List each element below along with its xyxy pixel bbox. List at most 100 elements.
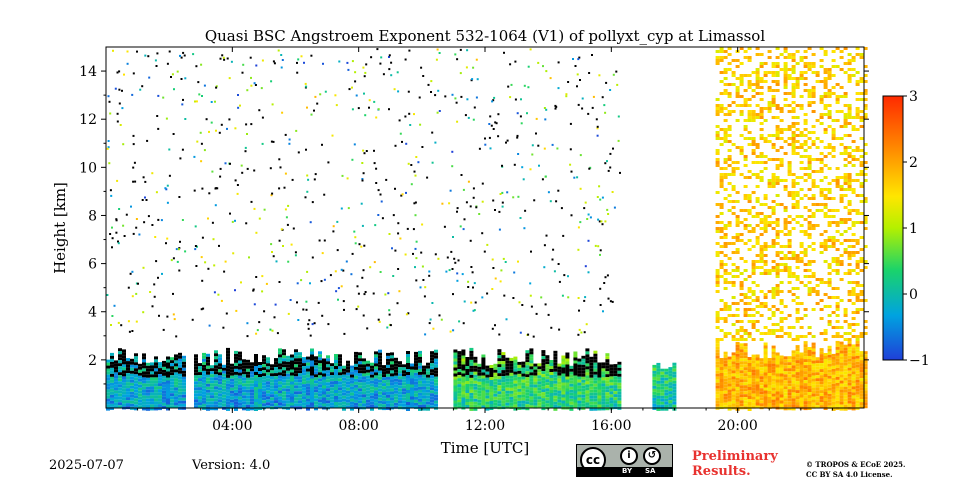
heatmap-cell [763,369,768,373]
heatmap-cell [573,354,578,358]
heatmap-cell [505,396,510,400]
heatmap-cell [533,369,538,373]
heatmap-cell [831,119,836,122]
heatmap-cell [430,360,434,364]
noise-point [357,305,360,308]
heatmap-cell [557,375,562,379]
heatmap-cell [763,197,768,200]
heatmap-cell [795,381,800,385]
heatmap-cell [847,364,852,368]
heatmap-cell [493,369,498,373]
heatmap-cell [755,360,760,364]
heatmap-cell [775,194,780,197]
heatmap-cell [759,152,764,155]
heatmap-cell [525,386,530,390]
heatmap-cell [453,367,458,371]
heatmap-cell [114,366,118,370]
heatmap-cell [306,389,310,393]
heatmap-cell [743,218,748,221]
noise-point [107,140,110,142]
heatmap-cell [727,155,732,158]
heatmap-cell [751,281,756,284]
heatmap-cell [258,389,262,392]
heatmap-cell [775,131,780,134]
noise-point [201,187,204,190]
heatmap-cell [222,373,226,377]
heatmap-cell [739,397,744,401]
heatmap-cell [346,390,350,394]
heatmap-cell [577,367,582,371]
heatmap-cell [743,314,748,317]
heatmap-cell [154,401,158,405]
heatmap-cell [218,357,222,361]
heatmap-cell [577,397,582,401]
heatmap-cell [795,83,800,86]
heatmap-cell [859,351,864,355]
noise-point [281,59,284,61]
heatmap-cell [843,113,848,116]
heatmap-cell [238,366,242,370]
heatmap-cell [434,391,438,395]
heatmap-cell [815,405,820,409]
heatmap-cell [302,381,306,385]
heatmap-cell [322,367,326,371]
heatmap-cell [298,403,302,407]
heatmap-cell [803,401,808,405]
heatmap-cell [823,164,828,167]
heatmap-cell [234,401,238,405]
heatmap-cell [254,354,258,357]
heatmap-cell [715,104,720,107]
heatmap-cell [114,363,118,367]
heatmap-cell [398,391,402,395]
heatmap-cell [819,152,824,155]
noise-point [377,214,380,216]
heatmap-cell [374,402,378,406]
heatmap-cell [234,407,238,411]
heatmap-cell [743,119,748,122]
heatmap-cell [138,396,142,400]
heatmap-cell [863,381,868,385]
heatmap-cell [218,363,222,367]
heatmap-cell [234,383,238,387]
heatmap-cell [855,358,860,362]
heatmap-cell [795,378,800,382]
heatmap-cell [266,378,270,382]
noise-point [248,256,250,259]
heatmap-cell [525,404,530,408]
heatmap-cell [819,402,824,406]
heatmap-cell [799,391,804,395]
heatmap-cell [497,370,502,374]
noise-point [488,136,491,139]
heatmap-cell [525,353,530,357]
heatmap-cell [569,383,574,387]
heatmap-cell [601,398,606,402]
heatmap-cell [585,387,590,391]
heatmap-cell [577,403,582,407]
heatmap-cell [859,290,864,293]
heatmap-cell [775,379,780,383]
heatmap-cell [831,221,836,224]
heatmap-cell [593,389,598,393]
heatmap-cell [783,221,788,224]
heatmap-cell [823,293,828,296]
heatmap-cell [827,221,832,224]
heatmap-cell [767,308,772,311]
heatmap-cell [759,128,764,131]
heatmap-cell [461,403,466,407]
heatmap-cell [473,407,478,411]
heatmap-cell [414,369,418,373]
heatmap-cell [334,357,338,360]
heatmap-cell [150,383,154,387]
heatmap-cell [162,381,166,385]
heatmap-cell [759,254,764,257]
noise-point [195,265,198,267]
noise-point [274,303,277,306]
heatmap-cell [795,302,800,305]
noise-point [149,291,152,293]
heatmap-cell [114,360,118,364]
heatmap-cell [755,381,760,385]
heatmap-cell [783,365,788,369]
heatmap-cell [743,164,748,167]
heatmap-cell [747,387,752,390]
heatmap-cell [497,364,502,368]
